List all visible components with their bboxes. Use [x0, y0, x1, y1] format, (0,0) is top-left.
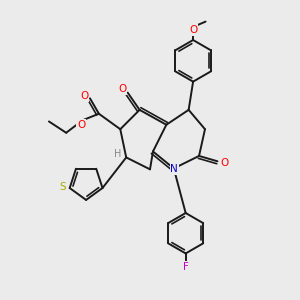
Text: O: O [189, 25, 197, 35]
Text: O: O [77, 120, 85, 130]
Text: O: O [220, 158, 228, 168]
Text: F: F [183, 262, 189, 272]
Text: O: O [118, 84, 127, 94]
Text: O: O [220, 158, 228, 168]
Text: O: O [77, 120, 85, 130]
Text: S: S [60, 182, 67, 191]
Text: O: O [189, 25, 197, 35]
Text: N: N [170, 164, 178, 174]
Text: O: O [80, 91, 88, 101]
Text: O: O [118, 84, 127, 94]
Text: F: F [183, 262, 189, 272]
Text: S: S [60, 182, 67, 191]
Text: H: H [114, 149, 122, 160]
Text: O: O [80, 91, 88, 101]
Text: N: N [170, 164, 178, 174]
Text: H: H [114, 149, 122, 160]
